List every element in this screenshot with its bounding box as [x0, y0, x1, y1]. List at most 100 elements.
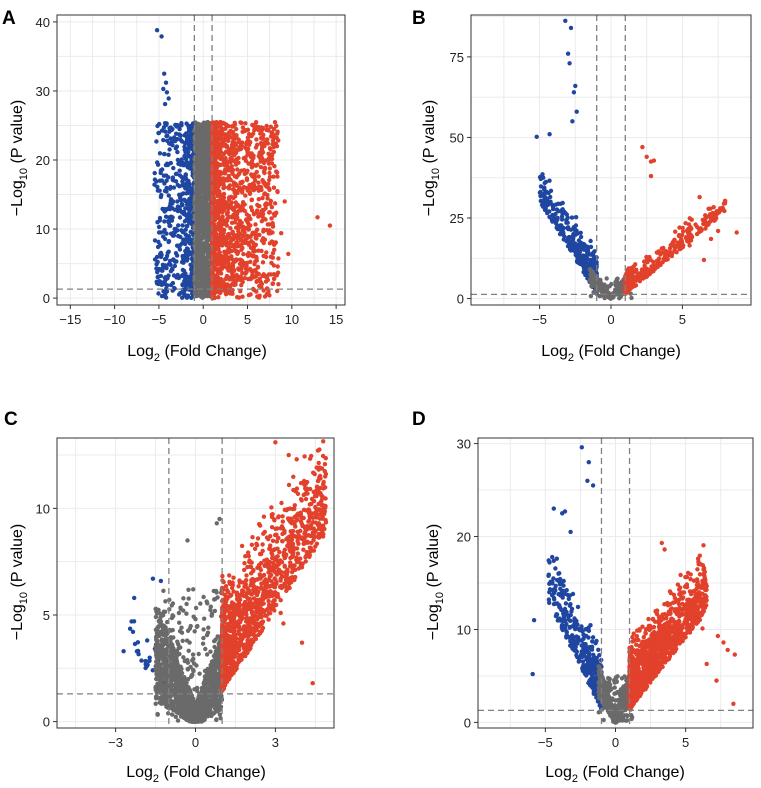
data-point — [248, 292, 253, 297]
data-point — [667, 251, 672, 257]
data-point — [248, 234, 253, 239]
data-point — [698, 228, 704, 234]
data-point — [166, 239, 171, 245]
data-point — [171, 185, 177, 190]
data-point — [272, 247, 277, 252]
data-point — [224, 239, 229, 244]
data-point — [200, 641, 206, 646]
data-point — [251, 211, 257, 216]
y-tick-label: 20 — [36, 153, 50, 168]
data-point — [175, 149, 180, 155]
data-point — [205, 278, 210, 283]
data-point — [247, 266, 253, 272]
data-point — [199, 198, 204, 203]
data-point — [247, 191, 253, 196]
data-point — [604, 276, 609, 281]
data-point — [171, 258, 177, 263]
data-point — [715, 228, 721, 234]
data-point — [590, 250, 596, 256]
data-point — [269, 216, 274, 221]
data-point — [161, 289, 166, 294]
data-point — [166, 96, 171, 101]
panel-letter: C — [4, 409, 18, 430]
data-point — [199, 291, 205, 296]
data-point — [164, 253, 170, 259]
data-point — [188, 135, 193, 140]
data-point — [188, 229, 193, 235]
data-point — [157, 178, 163, 183]
data-point — [644, 154, 649, 159]
data-point — [129, 619, 134, 624]
data-point — [214, 120, 219, 125]
y-tick-label: 40 — [36, 15, 50, 30]
data-point — [555, 223, 560, 228]
data-point — [160, 167, 165, 172]
data-point — [172, 263, 178, 269]
data-point — [173, 122, 178, 128]
data-point — [242, 226, 247, 231]
data-point — [231, 134, 237, 140]
data-point — [189, 186, 194, 191]
data-point — [267, 170, 272, 176]
y-tick-label: 10 — [36, 222, 50, 237]
data-point — [534, 134, 539, 139]
data-point — [184, 601, 189, 607]
x-tick-label: 5 — [244, 312, 251, 327]
data-point — [585, 247, 591, 252]
data-point — [152, 177, 158, 182]
data-point — [627, 275, 633, 280]
data-point — [220, 180, 225, 185]
x-axis-ticks: −15 −10 −5 0 5 10 15 — [59, 305, 343, 327]
data-point — [214, 277, 219, 282]
data-point — [200, 195, 206, 200]
data-point — [217, 150, 223, 155]
data-point — [179, 157, 184, 163]
data-point — [184, 279, 189, 285]
data-point — [242, 128, 248, 134]
data-point — [613, 279, 618, 285]
data-point — [197, 671, 202, 676]
data-point — [559, 217, 565, 222]
data-point — [261, 240, 266, 246]
data-point — [542, 180, 547, 186]
data-point — [542, 191, 548, 196]
data-point — [578, 230, 583, 235]
data-point — [568, 25, 574, 31]
data-point — [279, 231, 284, 236]
data-point — [221, 203, 227, 208]
data-point — [240, 294, 245, 299]
data-point — [166, 193, 171, 198]
data-point — [155, 160, 160, 165]
data-point — [547, 132, 552, 137]
data-point — [176, 223, 181, 228]
data-point — [260, 195, 265, 201]
data-point — [680, 232, 685, 238]
data-point — [196, 271, 202, 276]
data-point — [694, 224, 700, 230]
data-point — [547, 178, 552, 183]
data-point — [553, 211, 558, 217]
y-tick-label: 75 — [450, 50, 464, 65]
data-point — [215, 181, 221, 187]
data-point — [188, 131, 194, 136]
data-point — [538, 193, 543, 199]
data-point — [216, 221, 222, 226]
data-point — [162, 101, 168, 107]
data-point — [155, 123, 160, 129]
data-point — [246, 140, 251, 145]
data-point — [253, 222, 258, 227]
data-point — [167, 129, 172, 134]
data-point — [569, 215, 575, 220]
data-point — [633, 269, 638, 274]
data-point — [708, 236, 714, 242]
data-point — [545, 210, 550, 216]
data-point — [243, 217, 249, 223]
data-point — [185, 223, 190, 229]
data-point — [258, 135, 264, 141]
data-point — [264, 137, 270, 142]
data-point — [241, 184, 247, 190]
data-point — [204, 160, 209, 165]
data-point — [154, 254, 160, 260]
data-point — [272, 120, 278, 125]
